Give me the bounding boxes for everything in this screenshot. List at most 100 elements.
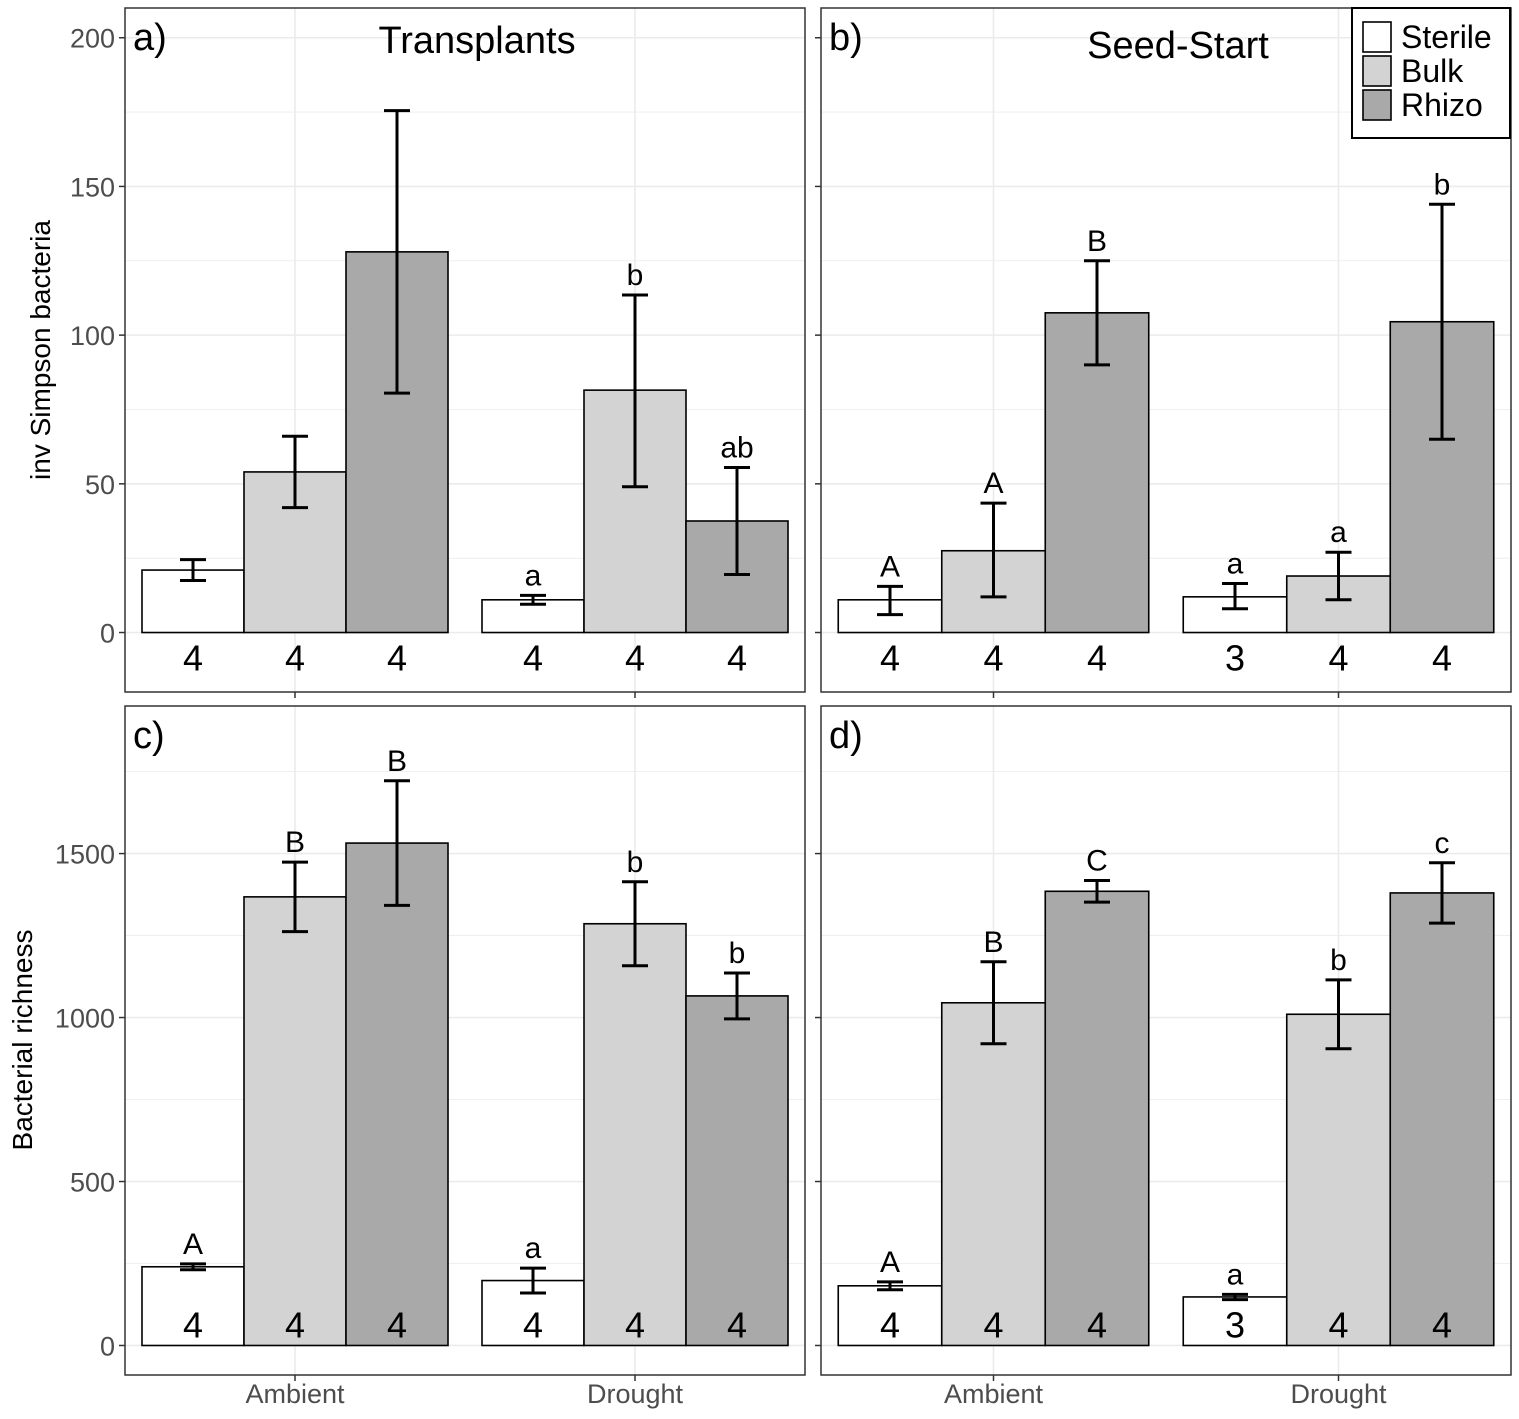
error-bar — [1325, 550, 1352, 602]
bar-sterile — [1182, 1296, 1288, 1347]
panel-title: Transplants — [378, 20, 575, 62]
sample-size-label: 4 — [1087, 638, 1107, 679]
error-bar — [1084, 259, 1110, 367]
panel-2: 0 500 1000 1500 A 4 B 4 B 4 a 4 b 4 b 4 c) — [55, 705, 806, 1381]
error-bar — [724, 465, 750, 577]
y-axis-title-top: inv Simpson bacteria — [25, 220, 56, 480]
panel-border — [124, 7, 806, 693]
sample-size-label: 4 — [1432, 1304, 1452, 1345]
sample-size-label: 4 — [1432, 638, 1452, 679]
error-bar — [180, 558, 206, 582]
sample-size-label: 4 — [880, 1304, 900, 1345]
significance-label: a — [1227, 547, 1244, 580]
error-bar — [980, 501, 1007, 599]
sample-size-label: 4 — [523, 1304, 543, 1345]
significance-label: A — [880, 550, 900, 583]
sample-size-label: 4 — [387, 638, 407, 679]
sample-size-label: 4 — [183, 638, 203, 679]
sample-size-label: 4 — [880, 638, 900, 679]
error-bar — [1429, 861, 1455, 925]
sample-size-label: 4 — [625, 638, 645, 679]
bar-rhizo — [345, 842, 449, 1347]
significance-label: a — [1330, 516, 1347, 549]
significance-label: A — [983, 467, 1003, 500]
error-bar — [724, 971, 750, 1021]
error-bar — [1325, 978, 1352, 1051]
significance-label: b — [729, 937, 746, 970]
significance-label: a — [1227, 1258, 1244, 1291]
x-tick-label: Ambient — [245, 1379, 345, 1409]
legend-swatch-rhizo — [1362, 89, 1392, 121]
significance-label: b — [1330, 944, 1347, 977]
sample-size-label: 4 — [983, 1304, 1003, 1345]
error-bar — [980, 960, 1007, 1046]
y-tick-label: 500 — [70, 1168, 115, 1198]
significance-label: ab — [720, 431, 753, 464]
bar-bulk — [1285, 1013, 1392, 1347]
legend-swatch-bulk — [1362, 55, 1392, 87]
significance-label: B — [1087, 225, 1107, 258]
bar-rhizo — [1389, 892, 1495, 1347]
panel-border — [124, 705, 806, 1376]
legend-label-sterile: Sterile — [1401, 19, 1492, 55]
x-tick-label: Ambient — [944, 1379, 1044, 1409]
significance-label: A — [183, 1228, 203, 1261]
error-bar — [520, 593, 546, 606]
y-axis-titles: inv Simpson bacteria Bacterial richness — [7, 220, 56, 1151]
error-bar — [384, 779, 410, 907]
x-tick-label: Drought — [1290, 1379, 1387, 1409]
sample-size-label: 4 — [625, 1304, 645, 1345]
significance-label: b — [627, 846, 644, 879]
bar-sterile — [141, 1265, 245, 1347]
sample-size-label: 4 — [285, 1304, 305, 1345]
error-bar — [1222, 581, 1248, 611]
sample-size-label: 3 — [1225, 638, 1245, 679]
y-tick-label: 50 — [85, 470, 115, 500]
bar-bulk — [243, 896, 347, 1347]
panel-tag: c) — [133, 715, 165, 757]
error-bar — [180, 1262, 206, 1272]
panel-tag: a) — [133, 17, 167, 59]
significance-label: B — [983, 926, 1003, 959]
significance-label: b — [627, 259, 644, 292]
panel-3: A 4 B 4 C 4 a 3 b 4 c 4 d) — [815, 705, 1512, 1381]
sample-size-label: 4 — [1328, 638, 1348, 679]
sample-size-label: 4 — [727, 638, 747, 679]
significance-label: B — [285, 826, 305, 859]
sample-size-label: 4 — [285, 638, 305, 679]
sample-size-label: 4 — [983, 638, 1003, 679]
y-tick-label: 1500 — [55, 840, 115, 870]
legend-swatch-sterile — [1362, 21, 1392, 53]
y-tick-label: 0 — [100, 1331, 115, 1361]
panel-tag: b) — [829, 17, 863, 59]
significance-label: a — [525, 1232, 542, 1265]
y-tick-label: 100 — [70, 321, 115, 351]
error-bar — [622, 293, 648, 489]
sample-size-label: 3 — [1225, 1304, 1245, 1345]
significance-label: b — [1434, 168, 1451, 201]
significance-label: C — [1086, 844, 1108, 877]
panel-1: A 4 A 4 B 4 a 3 a 4 b 4 b) Seed-Start — [815, 7, 1512, 698]
error-bar — [877, 584, 903, 617]
bar-rhizo — [1044, 890, 1150, 1347]
sample-size-label: 4 — [523, 638, 543, 679]
significance-label: A — [880, 1246, 900, 1279]
error-bar — [622, 880, 648, 968]
bar-rhizo — [685, 995, 789, 1347]
error-bar — [877, 1280, 903, 1292]
x-axis-ticks: Ambient Drought Ambient Drought — [245, 1379, 1387, 1409]
sample-size-label: 4 — [183, 1304, 203, 1345]
significance-label: c — [1435, 827, 1450, 860]
panel-0: 0 50 100 150 200 4 4 4 a 4 b 4 ab 4 a) Transplants — [70, 7, 806, 698]
error-bar — [282, 860, 308, 934]
sample-size-label: 4 — [727, 1304, 747, 1345]
panel-border — [820, 705, 1512, 1376]
error-bar — [282, 434, 308, 510]
legend-label-rhizo: Rhizo — [1401, 87, 1483, 123]
significance-label: B — [387, 745, 407, 778]
panel-title: Seed-Start — [1087, 25, 1269, 67]
error-bar — [1429, 202, 1455, 441]
